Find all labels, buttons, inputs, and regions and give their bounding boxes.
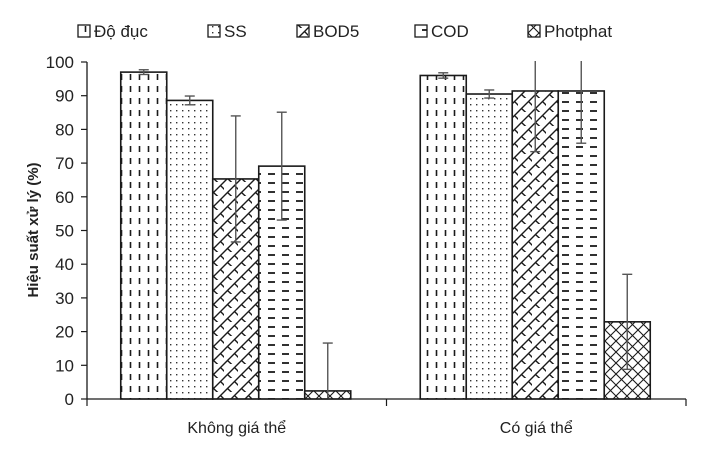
y-tick-label: 60	[55, 188, 74, 207]
y-tick-label: 50	[55, 222, 74, 241]
y-tick-label: 0	[65, 390, 74, 409]
legend-label: SS	[224, 22, 247, 41]
y-tick-label: 100	[46, 53, 74, 72]
legend-swatch-độ-đục	[77, 24, 91, 38]
x-category-label: Không giá thể	[187, 419, 286, 437]
legend-swatch-photphat	[527, 24, 541, 38]
y-tick-label: 70	[55, 154, 74, 173]
bar-ss-0	[165, 99, 214, 400]
legend-swatch-ss	[207, 24, 221, 38]
bar-độ-đục-1	[419, 74, 468, 400]
legend-swatch-cod	[414, 24, 428, 38]
y-tick-label: 40	[55, 255, 74, 274]
y-tick-label: 20	[55, 323, 74, 342]
y-tick-label: 90	[55, 87, 74, 106]
y-axis-label: Hiệu suất xử lý (%)	[25, 162, 42, 297]
bar-độ-đục-0	[119, 71, 168, 400]
error-bars	[138, 60, 633, 399]
legend-swatch-bod5	[296, 24, 310, 38]
y-tick-label: 80	[55, 120, 74, 139]
bars	[119, 71, 652, 400]
y-axis: 0 10 20 30 40 50 60 70 80 90 100	[46, 53, 88, 409]
legend: Độ đục SS BOD5 COD Photphat	[77, 22, 612, 41]
legend-label: BOD5	[313, 22, 359, 41]
x-category-label: Có giá thể	[500, 419, 573, 437]
y-tick-label: 30	[55, 289, 74, 308]
legend-label: COD	[431, 22, 469, 41]
y-tick-label: 10	[55, 356, 74, 375]
legend-label: Độ đục	[94, 22, 148, 41]
legend-label: Photphat	[544, 22, 612, 41]
x-axis: Không giá thể Có giá thể	[86, 398, 687, 437]
bar-ss-1	[465, 93, 514, 400]
